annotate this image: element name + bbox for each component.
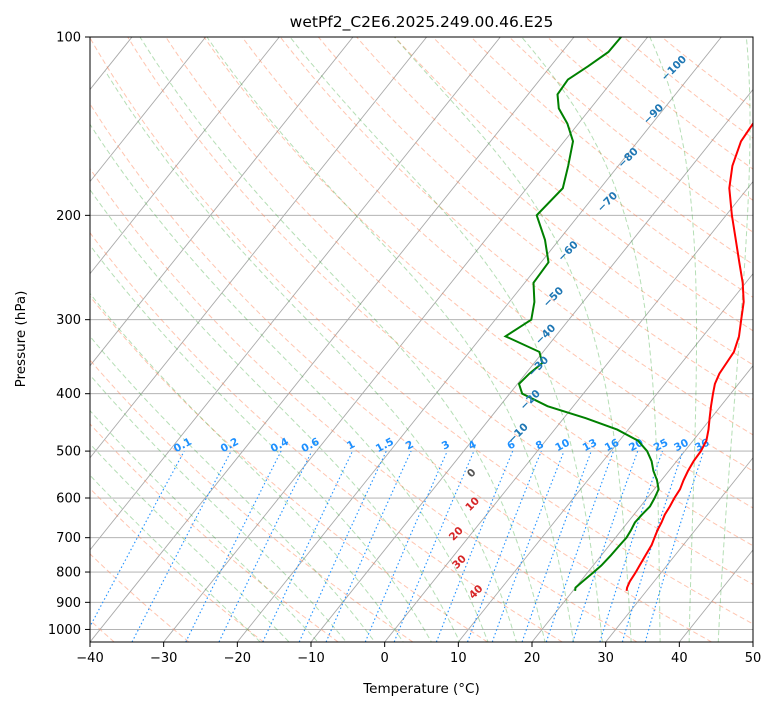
- isotherm-gridline: [90, 37, 501, 551]
- y-axis-label: Pressure (hPa): [13, 291, 29, 388]
- mixing-ratio-line: [545, 450, 614, 642]
- x-tick-label: −10: [297, 651, 324, 666]
- mixing-ratio-line: [218, 450, 313, 642]
- isotherm-gridline: [605, 457, 753, 642]
- y-tick-label: 700: [56, 531, 81, 546]
- mixing-ratio-line: [572, 450, 639, 642]
- isotherm-gridline: [90, 37, 354, 367]
- mixing-ratio-line: [298, 450, 387, 642]
- isotherm-gridline: [90, 37, 280, 275]
- moist-adiabat: [90, 123, 489, 642]
- moist-adiabat: [394, 37, 632, 642]
- y-tick-label: 500: [56, 445, 81, 460]
- isotherm-gridline: [90, 37, 575, 642]
- y-tick-label: 400: [56, 387, 81, 402]
- y-tick-label: 800: [56, 566, 81, 581]
- moist-adiabat: [90, 409, 319, 642]
- temperature-line: [625, 122, 753, 592]
- x-tick-label: 20: [524, 651, 541, 666]
- moist-adiabat: [90, 335, 376, 642]
- x-tick-label: −40: [76, 651, 103, 666]
- moist-adiabat: [90, 292, 404, 642]
- dry-adiabat: [394, 37, 753, 332]
- dry-adiabat: [165, 37, 753, 547]
- dry-adiabat: [90, 37, 753, 625]
- x-axis-label: Temperature (°C): [362, 681, 480, 697]
- dry-adiabat: [90, 231, 563, 642]
- x-tick-label: −20: [224, 651, 251, 666]
- x-tick-label: 40: [671, 651, 688, 666]
- y-tick-label: 100: [56, 31, 81, 46]
- mixing-ratio-line: [644, 450, 705, 642]
- dry-adiabat: [623, 37, 753, 139]
- y-tick-label: 1000: [48, 623, 81, 638]
- moist-adiabat: [90, 244, 433, 642]
- dry-adiabat: [127, 37, 753, 585]
- isotherm-gridline: [90, 37, 207, 183]
- isotherm-gridline: [163, 37, 649, 642]
- mixing-ratio-line: [325, 450, 412, 642]
- moist-adiabat: [206, 37, 575, 642]
- plot-area: 0.1 0.2 0.4 0.6 1 1.5 2 3 4 6 8 10 13 16 20 25 30 36−100−…: [90, 37, 753, 642]
- isotherm-gridline: [457, 272, 753, 642]
- isotherm-gridline: [236, 37, 722, 642]
- dry-adiabat: [90, 487, 264, 642]
- dry-adiabat: [279, 37, 753, 436]
- isotherm-gridline: [384, 180, 753, 642]
- moist-adiabat: [90, 443, 290, 642]
- moist-adiabat: [139, 37, 546, 642]
- x-tick-label: −30: [150, 651, 177, 666]
- y-tick-label: 600: [56, 492, 81, 507]
- mixing-ratio-line: [90, 450, 185, 628]
- y-tick-label: 900: [56, 596, 81, 611]
- x-tick-label: 0: [381, 651, 389, 666]
- dry-adiabat: [547, 37, 753, 201]
- y-tick-label: 300: [56, 313, 81, 328]
- isotherm-gridline: [531, 365, 753, 642]
- moist-adiabat: [90, 188, 461, 642]
- x-tick-label: 30: [597, 651, 614, 666]
- dewpoint-line: [503, 37, 660, 592]
- moist-adiabat: [90, 374, 348, 642]
- plot-frame: [89, 36, 754, 643]
- dry-adiabat: [203, 37, 753, 509]
- dry-adiabat: [90, 295, 488, 642]
- dry-adiabat: [470, 37, 753, 265]
- dry-adiabat: [90, 359, 414, 642]
- dry-adiabat: [90, 167, 638, 642]
- x-tick-label: 10: [450, 651, 467, 666]
- moist-adiabat: [289, 37, 603, 642]
- mixing-ratio-line: [262, 450, 353, 642]
- y-tick-label: 200: [56, 209, 81, 224]
- isotherm-gridline: [90, 37, 428, 459]
- mixing-ratio-line: [393, 450, 475, 642]
- mixing-ratio-line: [599, 450, 663, 642]
- dry-adiabat: [90, 423, 339, 642]
- moist-adiabat: [104, 70, 518, 642]
- isotherm-gridline: [310, 88, 753, 642]
- dry-adiabat: [318, 37, 753, 401]
- x-tick-label: 50: [745, 651, 762, 666]
- axes: −40 −30 −20 −10 0 10 20 30 40 50 100 200 300 400 500 60…: [48, 31, 761, 667]
- mixing-ratio-line: [521, 450, 592, 642]
- moist-adiabat: [90, 474, 261, 642]
- mixing-ratio-line: [621, 450, 684, 642]
- dry-adiabat: [90, 102, 712, 642]
- chart-title: wetPf2_C2E6.2025.249.00.46.E25: [290, 13, 554, 32]
- mixing-ratio-line: [364, 450, 448, 642]
